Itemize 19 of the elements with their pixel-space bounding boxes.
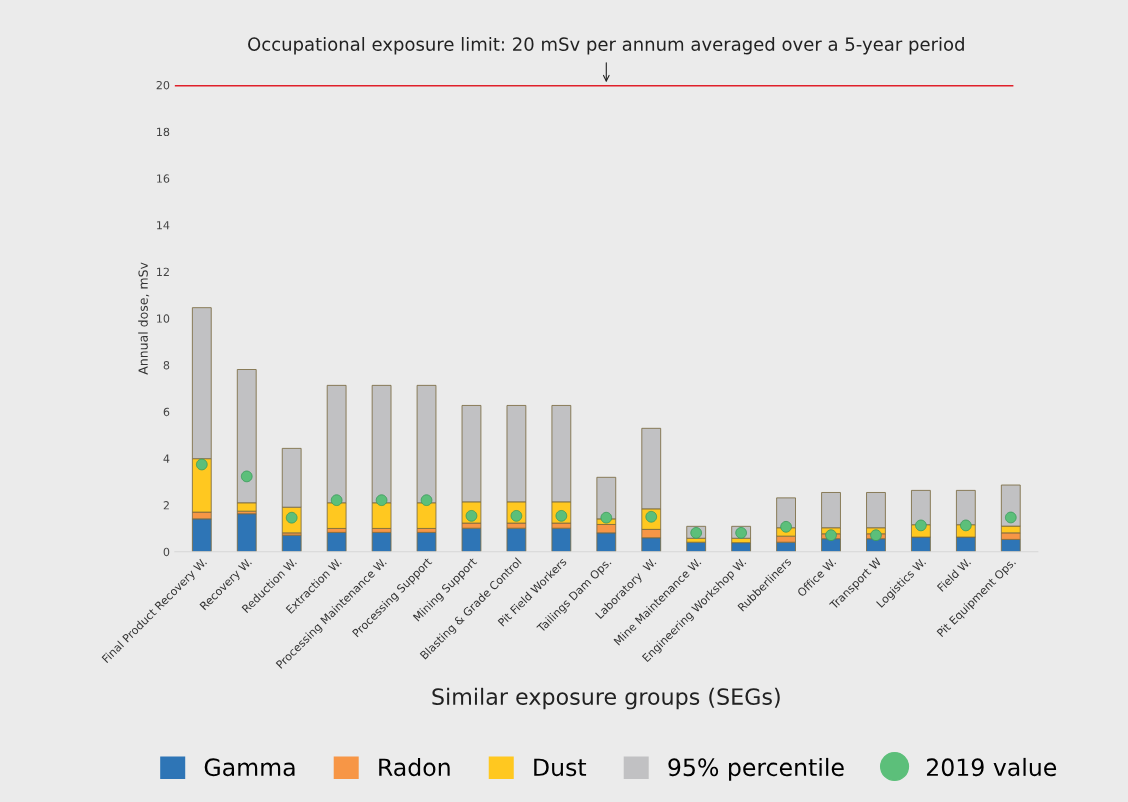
legend-label: Gamma [204, 758, 295, 777]
y-tick-label: 14 [157, 221, 170, 230]
y-tick-label: 6 [163, 407, 170, 417]
y-tick-label: 10 [157, 314, 170, 323]
x-axis-title: Similar exposure groups (SEGs) [432, 687, 780, 710]
annotation: Occupational exposure limit: 20 mSv per annum averaged over a 5-year period [248, 36, 964, 55]
legend-label: 2019 value [926, 757, 1057, 777]
y-tick-label: 8 [163, 361, 170, 370]
y-tick-label: 12 [157, 267, 169, 276]
legend-label: Radon [379, 757, 450, 777]
y-axis-title: Annual dose, mSv [138, 262, 150, 375]
y-tick-label: 18 [157, 127, 170, 137]
y-tick-label: 4 [163, 454, 170, 463]
y-tick-label: 2 [163, 501, 169, 510]
y-tick-label: 16 [157, 174, 170, 183]
y-tick-label: 20 [156, 80, 170, 90]
legend-label: Dust [534, 758, 587, 777]
y-tick-label: 0 [163, 547, 170, 557]
legend-label: 95% percentile [668, 757, 844, 781]
